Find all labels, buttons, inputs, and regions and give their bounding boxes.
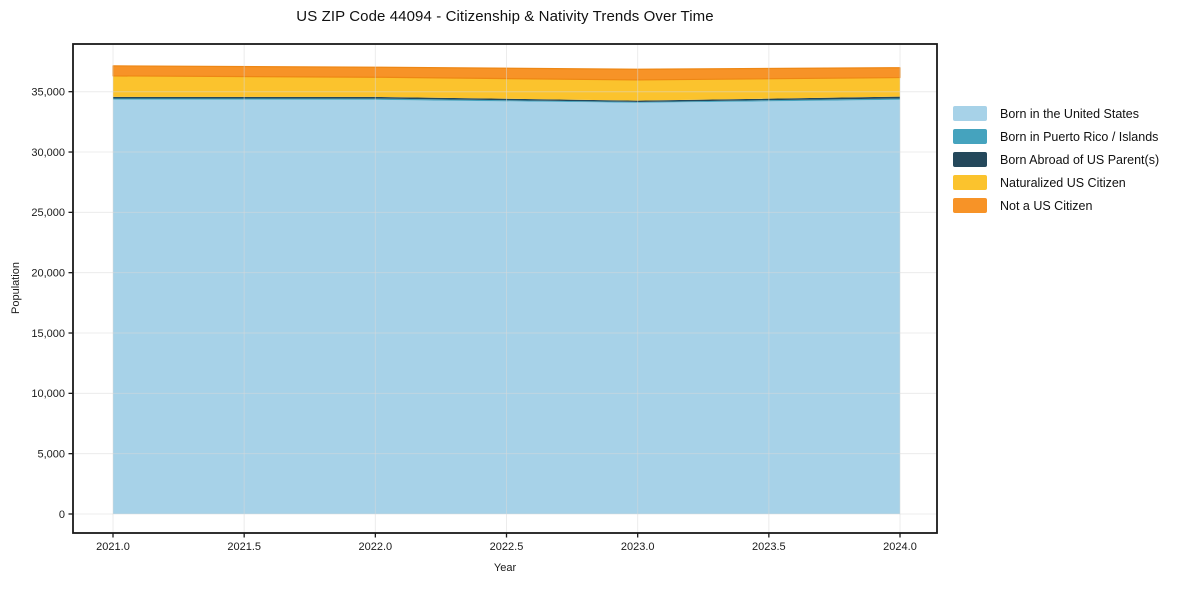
y-tick-label: 35,000 (31, 86, 65, 98)
legend-item-naturalized-us-citizen: Naturalized US Citizen (953, 171, 1159, 194)
chart-title: US ZIP Code 44094 - Citizenship & Nativi… (296, 8, 714, 25)
legend-label: Born in the United States (1000, 106, 1139, 121)
legend-label: Born in Puerto Rico / Islands (1000, 129, 1159, 144)
legend-item-born-abroad-of-us-parent-s: Born Abroad of US Parent(s) (953, 148, 1159, 171)
legend-swatch (953, 106, 987, 121)
legend-label: Born Abroad of US Parent(s) (1000, 152, 1160, 167)
x-axis-label: Year (493, 562, 517, 574)
legend-swatch (953, 152, 987, 167)
y-tick-label: 15,000 (31, 328, 65, 340)
y-tick-label: 0 (59, 509, 65, 521)
legend-swatch (953, 129, 987, 144)
y-axis-label: Population (10, 262, 22, 314)
legend-swatch (953, 175, 987, 190)
x-tick-label: 2024.0 (883, 541, 917, 553)
legend-label: Not a US Citizen (1000, 198, 1093, 213)
legend-item-born-in-the-united-states: Born in the United States (953, 102, 1159, 125)
x-tick-label: 2022.5 (490, 541, 524, 553)
x-tick-label: 2021.5 (227, 541, 261, 553)
x-tick-label: 2021.0 (96, 541, 130, 553)
legend: Born in the United States Born in Puerto … (953, 102, 1159, 217)
x-tick-label: 2023.0 (621, 541, 655, 553)
legend-swatch (953, 198, 987, 213)
x-tick-label: 2023.5 (752, 541, 786, 553)
y-tick-label: 30,000 (31, 147, 65, 159)
plot-frame (72, 43, 938, 534)
legend-item-born-in-puerto-rico-islands: Born in Puerto Rico / Islands (953, 125, 1159, 148)
legend-item-not-a-us-citizen: Not a US Citizen (953, 194, 1159, 217)
y-tick-label: 25,000 (31, 207, 65, 219)
x-tick-label: 2022.0 (359, 541, 393, 553)
y-tick-label: 20,000 (31, 267, 65, 279)
y-tick-label: 10,000 (31, 388, 65, 400)
legend-label: Naturalized US Citizen (1000, 175, 1126, 190)
y-tick-label: 5,000 (37, 448, 65, 460)
